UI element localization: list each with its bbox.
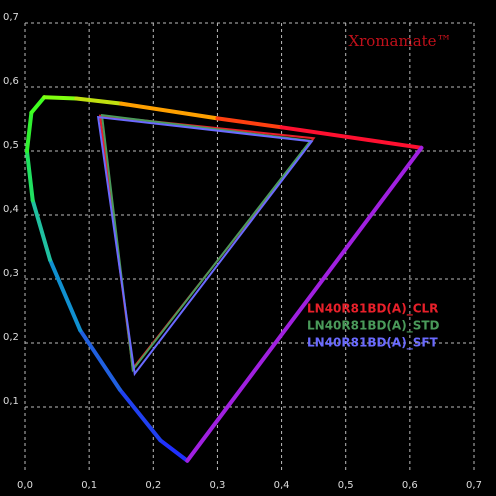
spectral-locus [48,257,83,333]
x-tick-label: 0,3 [209,480,225,491]
y-tick-label: 0,4 [3,204,19,215]
y-tick-label: 0,5 [3,140,19,151]
spectral-locus [158,438,190,463]
y-tick-label: 0,7 [3,12,19,23]
gamut-triangle [96,115,314,377]
spectral-locus [24,149,35,203]
spectral-locus [24,110,34,153]
x-tick-label: 0,4 [274,480,290,491]
brand: Xromamate™ [348,32,451,50]
spectral-locus [74,96,124,106]
spectral-locus [215,116,284,130]
y-tick-label: 0,2 [3,332,19,343]
x-tick-label: 0,6 [402,480,418,491]
spectral-locus [117,387,163,443]
x-tick-label: 0,5 [338,480,354,491]
gamut-triangle [100,114,313,373]
x-tick-label: 0,1 [81,480,97,491]
spectral-locus [30,198,53,262]
x-tick-label: 0,7 [466,480,482,491]
spectral-locus [29,95,47,115]
legend-entry: LN40R81BD(A)_CLR [307,302,438,317]
legend-entry: LN40R81BD(A)_STD [307,319,440,334]
y-tick-label: 0,3 [3,268,19,279]
spectral-locus [42,95,79,101]
y-tick-label: 0,6 [3,76,19,87]
x-tick-label: 0,0 [17,480,33,491]
legend-entry: LN40R81BD(A)_SFT [307,336,439,351]
spectral-locus [78,328,122,392]
x-tick-label: 0,2 [145,480,161,491]
spectral-locus [185,145,424,463]
y-tick-label: 0,1 [3,396,19,407]
spectral-locus [279,125,424,150]
spectral-locus [119,101,220,121]
